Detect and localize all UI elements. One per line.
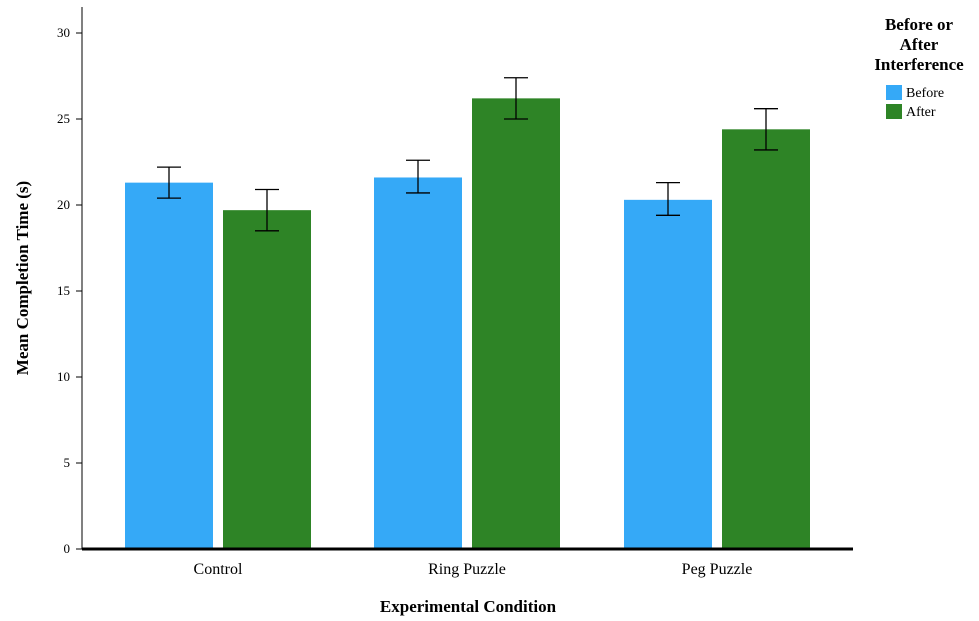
error-bar: [406, 159, 430, 194]
x-tick-label: Control: [194, 561, 243, 578]
y-tick-label: 10: [57, 369, 70, 384]
plot-area: [125, 77, 810, 550]
y-tick-label: 30: [57, 25, 70, 40]
y-tick-label: 25: [57, 111, 70, 126]
bar-after-control: [223, 210, 311, 549]
x-axis-title: Experimental Condition: [380, 597, 557, 616]
legend-title: Interference: [874, 55, 964, 74]
legend-title: After: [900, 35, 939, 54]
error-bar: [754, 108, 778, 151]
bar-before-control: [125, 182, 213, 549]
y-tick-label: 0: [64, 541, 71, 556]
y-tick-label: 5: [64, 455, 71, 470]
legend-title: Before or: [885, 15, 954, 34]
error-bar: [157, 166, 181, 199]
error-bar: [255, 188, 279, 232]
legend-label-after: After: [906, 105, 936, 120]
x-tick-label: Peg Puzzle: [682, 561, 753, 578]
bar-before-peg-puzzle: [624, 199, 712, 549]
x-tick-label: Ring Puzzle: [428, 561, 506, 578]
bar-after-peg-puzzle: [722, 129, 810, 549]
legend-swatch-before: [886, 85, 902, 100]
bar-after-ring-puzzle: [472, 98, 560, 550]
legend-swatch-after: [886, 104, 902, 119]
legend-label-before: Before: [906, 86, 944, 101]
y-axis-title: Mean Completion Time (s): [13, 181, 32, 375]
y-tick-label: 15: [57, 283, 70, 298]
error-bar: [656, 181, 680, 216]
axes: 0 5 10 15 20 25 30 Control Ring Puzzle Peg Puzzle: [57, 7, 853, 578]
y-tick-label: 20: [57, 197, 70, 212]
bar-before-ring-puzzle: [374, 177, 462, 550]
error-bar: [504, 77, 528, 120]
